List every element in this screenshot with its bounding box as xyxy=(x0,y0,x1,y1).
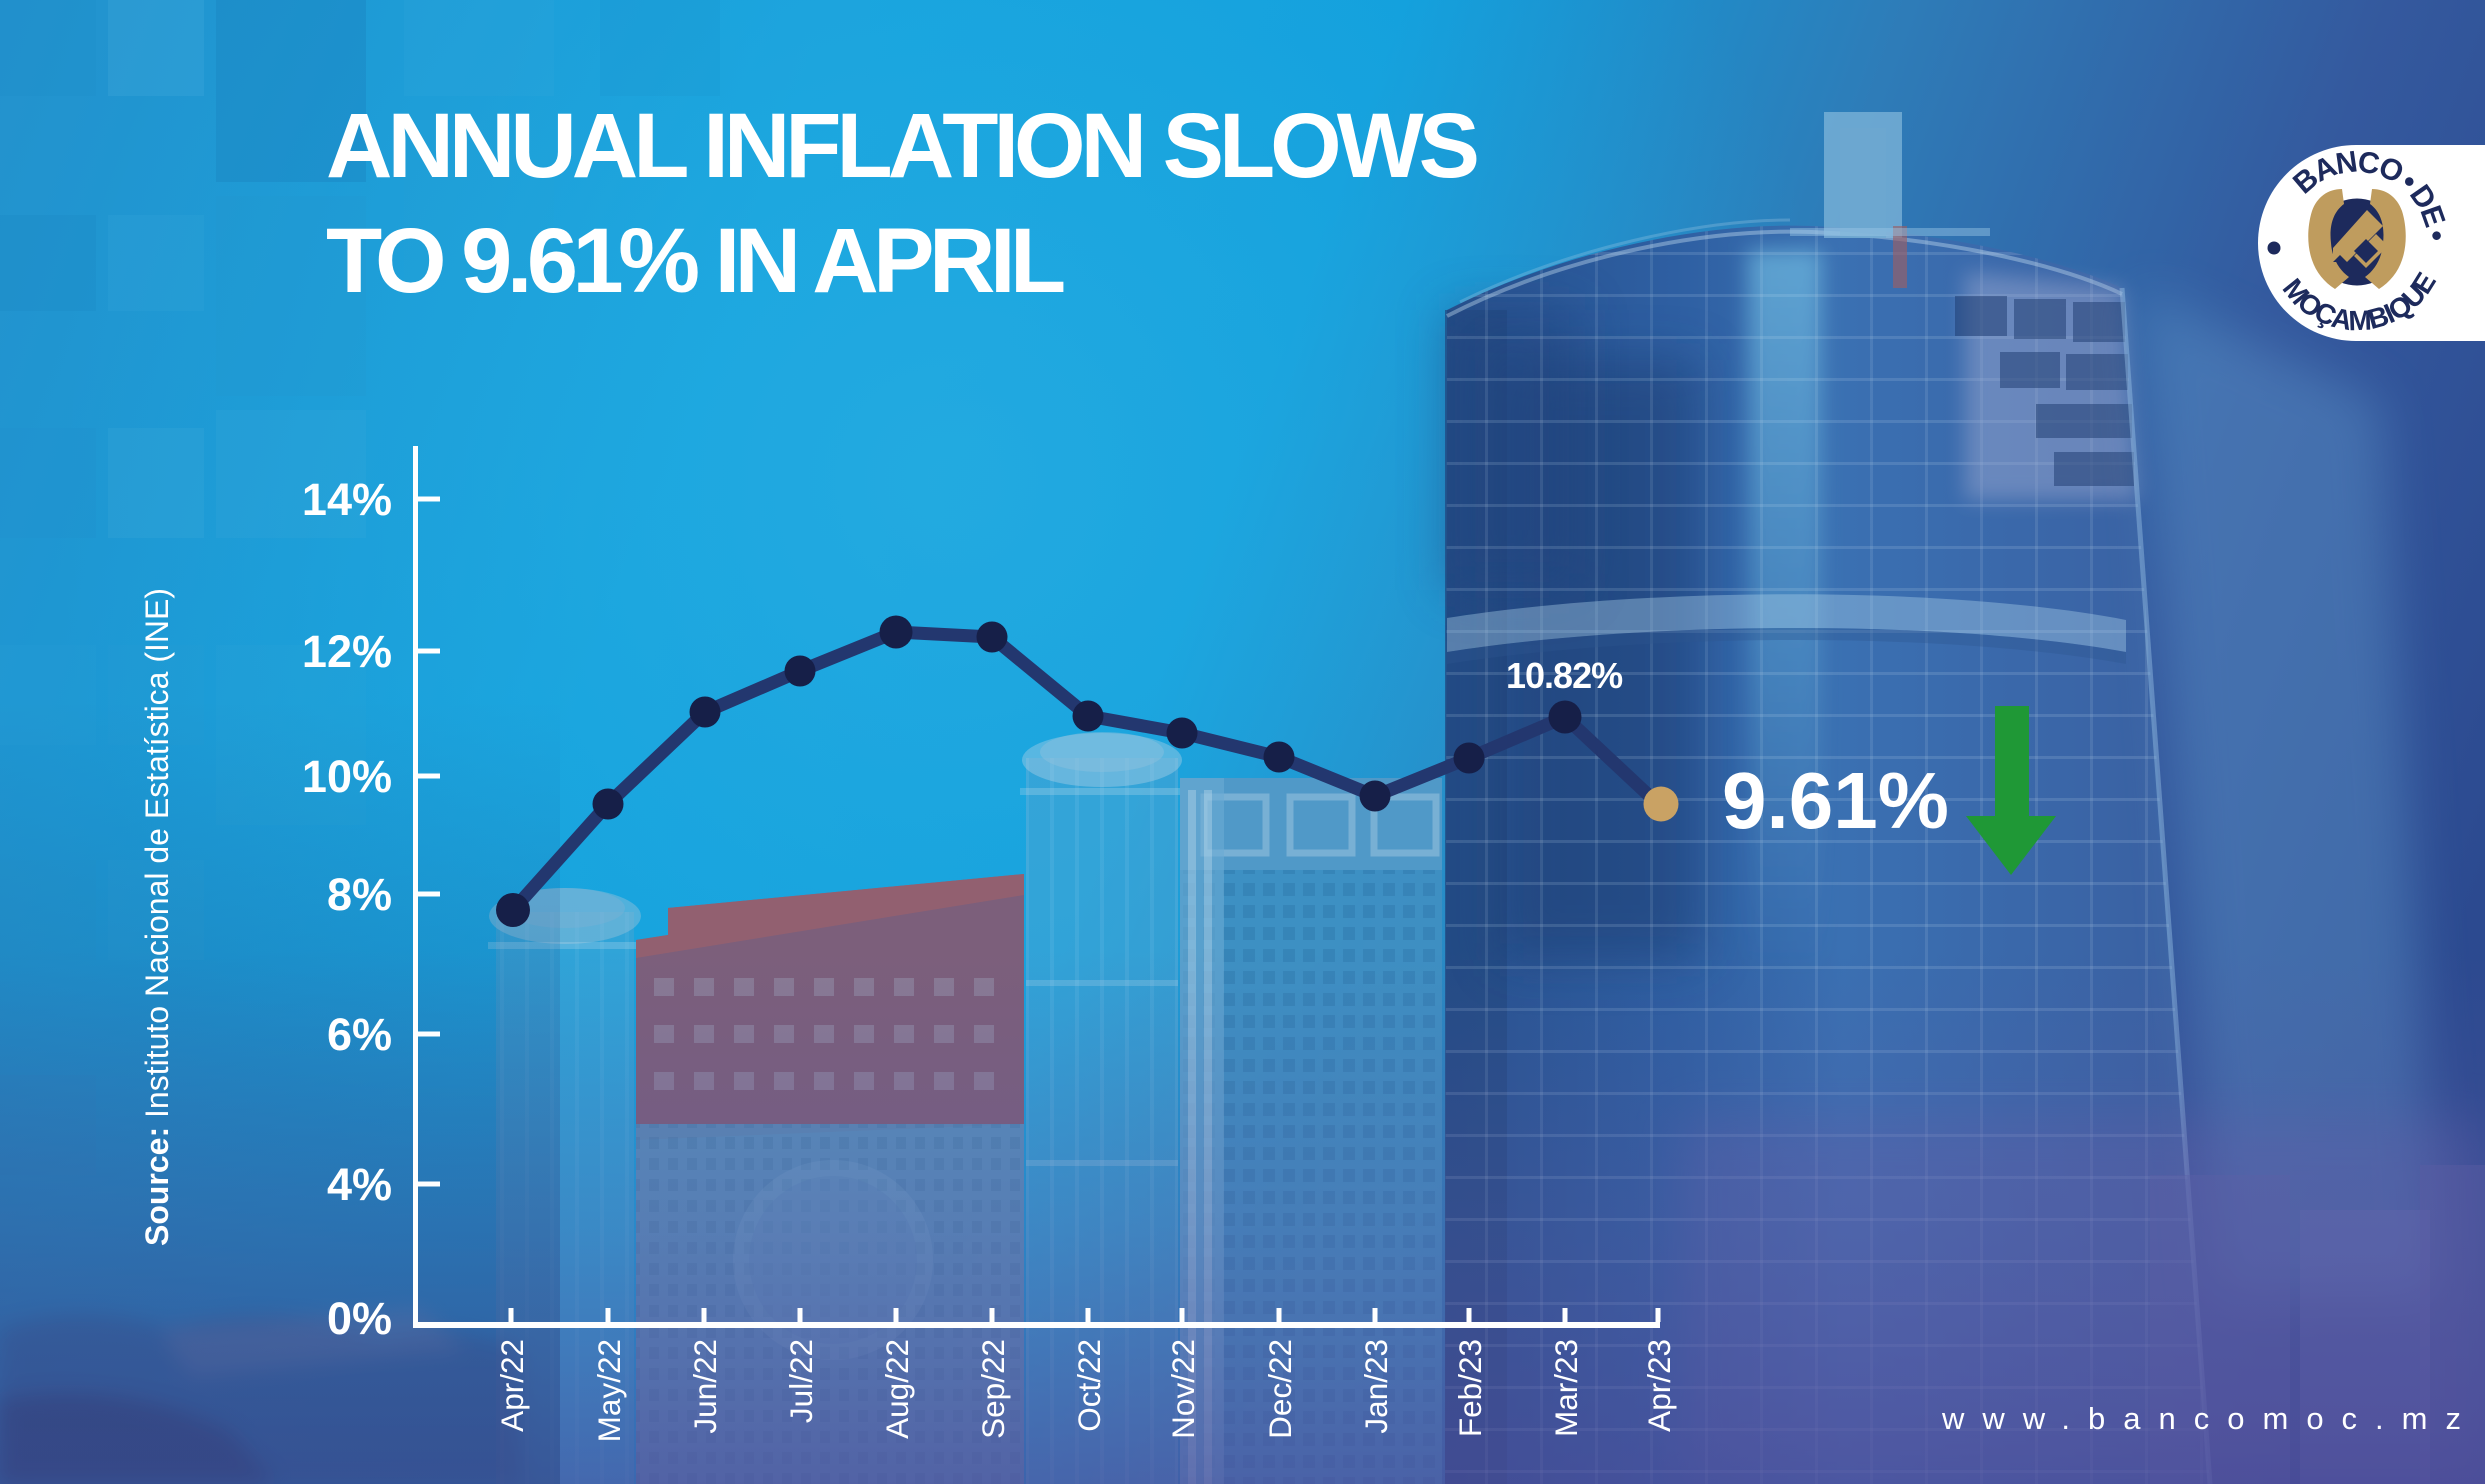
svg-text:10%: 10% xyxy=(302,751,392,802)
svg-text:Apr/23: Apr/23 xyxy=(1641,1339,1677,1432)
svg-text:6%: 6% xyxy=(327,1009,392,1060)
svg-text:Oct/22: Oct/22 xyxy=(1071,1339,1107,1432)
svg-text:Mar/23: Mar/23 xyxy=(1548,1339,1584,1437)
svg-text:0%: 0% xyxy=(327,1293,392,1344)
svg-text:14%: 14% xyxy=(302,474,392,525)
svg-text:Dec/22: Dec/22 xyxy=(1262,1339,1298,1439)
svg-text:Jul/22: Jul/22 xyxy=(783,1339,819,1423)
svg-text:4%: 4% xyxy=(327,1159,392,1210)
svg-text:Nov/22: Nov/22 xyxy=(1165,1339,1201,1439)
svg-text:12%: 12% xyxy=(302,626,392,677)
svg-text:TO 9.61% IN APRIL: TO 9.61% IN APRIL xyxy=(326,210,1064,312)
svg-text:Jan/23: Jan/23 xyxy=(1358,1339,1394,1434)
svg-text:Source: Instituto Nacional de: Source: Instituto Nacional de Estatístic… xyxy=(139,588,175,1246)
svg-text:ANNUAL INFLATION SLOWS: ANNUAL INFLATION SLOWS xyxy=(326,95,1477,197)
svg-text:9.61%: 9.61% xyxy=(1722,756,1949,845)
svg-text:May/22: May/22 xyxy=(591,1339,627,1442)
svg-text:Apr/22: Apr/22 xyxy=(494,1339,530,1432)
svg-text:Jun/22: Jun/22 xyxy=(687,1339,723,1434)
svg-text:Sep/22: Sep/22 xyxy=(975,1339,1011,1439)
svg-text:Aug/22: Aug/22 xyxy=(879,1339,915,1439)
svg-text:Feb/23: Feb/23 xyxy=(1452,1339,1488,1437)
svg-text:8%: 8% xyxy=(327,869,392,920)
svg-text:www.bancomoc.mz: www.bancomoc.mz xyxy=(1941,1401,2479,1436)
svg-text:10.82%: 10.82% xyxy=(1506,655,1623,696)
